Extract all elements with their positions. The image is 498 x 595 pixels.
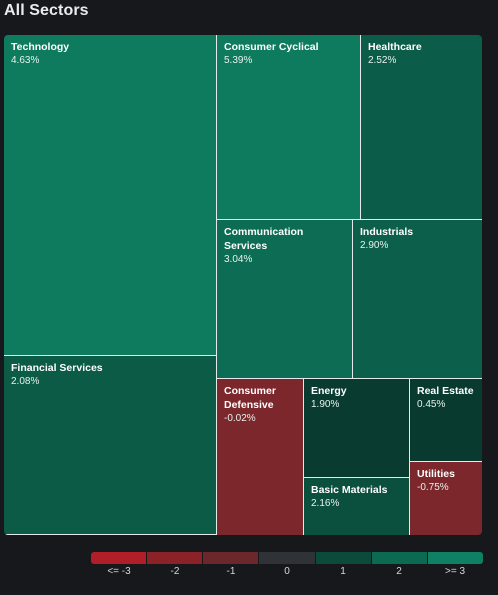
tile-name: Communication Services (224, 226, 304, 252)
tile-real-estate[interactable]: Real Estate 0.45% (410, 379, 482, 462)
tile-change: -0.02% (224, 413, 256, 424)
tile-financial-services[interactable]: Financial Services 2.08% (4, 356, 217, 535)
tile-name: Basic Materials (311, 484, 388, 496)
tile-name: Technology (11, 41, 70, 53)
legend-label: 2 (396, 566, 402, 577)
legend-label: 0 (284, 566, 290, 577)
tile-name: Consumer Defensive (224, 385, 276, 411)
tile-change: 2.52% (368, 55, 397, 66)
tile-name: Healthcare (368, 41, 422, 53)
tile-consumer-cyclical[interactable]: Consumer Cyclical 5.39% (217, 35, 361, 220)
legend-swatch (427, 552, 483, 564)
tile-name: Energy (311, 385, 347, 397)
tile-technology[interactable]: Technology 4.63% (4, 35, 217, 356)
legend-label: >= 3 (444, 566, 466, 577)
tile-name: Industrials (360, 226, 414, 238)
legend-swatch (315, 552, 372, 564)
tile-change: 2.08% (11, 376, 40, 387)
tile-name: Consumer Cyclical (224, 41, 319, 53)
tile-communication-services[interactable]: Communication Services 3.04% (217, 220, 353, 379)
page-title: All Sectors (4, 2, 89, 19)
tile-change: -0.75% (417, 482, 449, 493)
tile-utilities[interactable]: Utilities -0.75% (410, 462, 482, 535)
tile-name: Utilities (417, 468, 455, 480)
tile-energy[interactable]: Energy 1.90% (304, 379, 410, 478)
legend-swatch (371, 552, 428, 564)
color-scale-legend (91, 552, 483, 564)
tile-name: Real Estate (417, 385, 474, 397)
legend-swatch (147, 552, 204, 564)
sector-treemap: Technology 4.63% Financial Services 2.08… (4, 35, 482, 535)
tile-consumer-defensive[interactable]: Consumer Defensive -0.02% (217, 379, 304, 535)
legend-swatch (91, 552, 148, 564)
tile-healthcare[interactable]: Healthcare 2.52% (361, 35, 482, 220)
tile-change: 4.63% (11, 55, 40, 66)
tile-change: 1.90% (311, 399, 340, 410)
tile-change: 2.16% (311, 498, 340, 509)
tile-name: Financial Services (11, 362, 103, 374)
legend-label: <= -3 (107, 566, 131, 577)
legend-label: -1 (226, 566, 236, 577)
legend-label: -2 (170, 566, 180, 577)
legend-label: 1 (340, 566, 346, 577)
tile-change: 5.39% (224, 55, 253, 66)
tile-basic-materials[interactable]: Basic Materials 2.16% (304, 478, 410, 535)
legend-swatch (203, 552, 260, 564)
tile-change: 3.04% (224, 254, 253, 265)
tile-change: 0.45% (417, 399, 446, 410)
legend-labels: <= -3 -2 -1 0 1 2 >= 3 (91, 566, 483, 577)
tile-change: 2.90% (360, 240, 389, 251)
tile-industrials[interactable]: Industrials 2.90% (353, 220, 482, 379)
legend-swatch (259, 552, 316, 564)
